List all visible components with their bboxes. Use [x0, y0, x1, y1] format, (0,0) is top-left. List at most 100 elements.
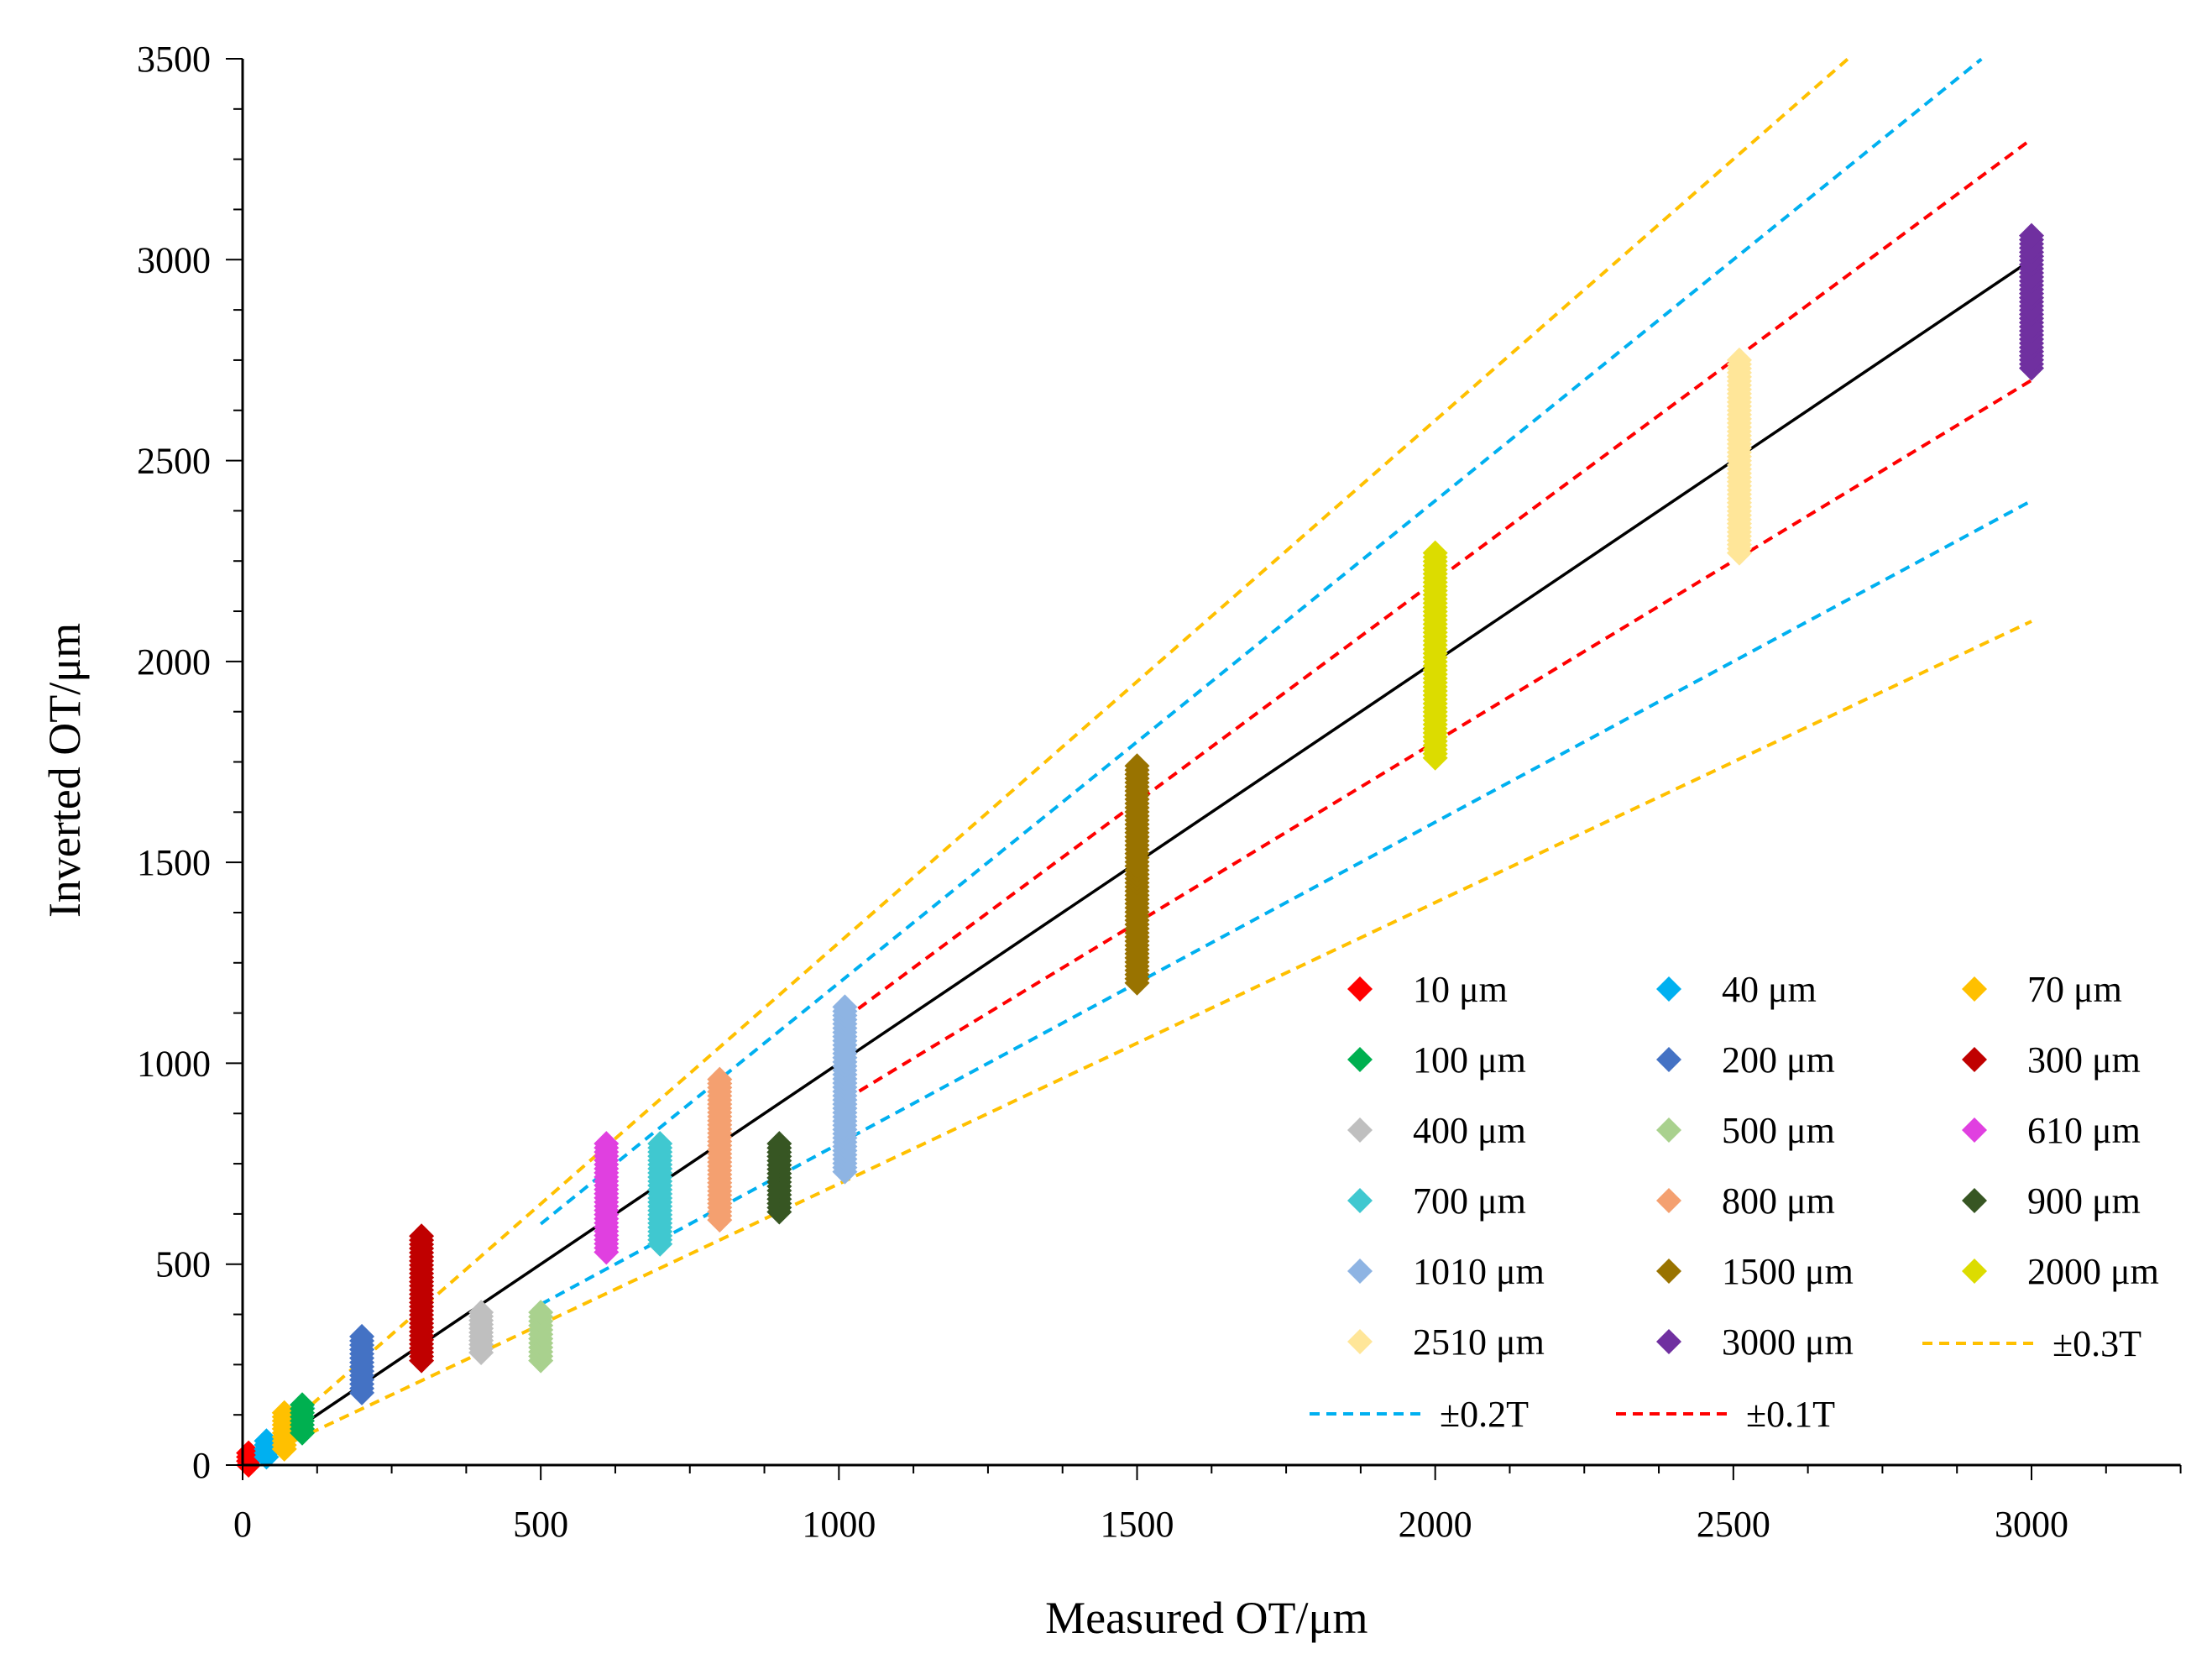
legend-label: 500 μm [1722, 1110, 1835, 1151]
legend-item: ±0.1T [1616, 1394, 1835, 1435]
series-800um [707, 1066, 733, 1233]
y-tick-label: 3000 [137, 239, 211, 280]
data-point [594, 1131, 620, 1157]
data-point [1726, 347, 1752, 373]
data-points-layer [236, 222, 2044, 1478]
legend-marker [1962, 976, 1987, 1002]
legend-label: 100 μm [1413, 1039, 1526, 1081]
y-tick-label: 2000 [137, 641, 211, 683]
series-1010um [832, 994, 858, 1185]
legend-item: 300 μm [1962, 1039, 2141, 1081]
data-point [349, 1323, 375, 1349]
data-point [2019, 222, 2044, 249]
legend-item: 100 μm [1347, 1039, 1526, 1081]
legend-item: 500 μm [1656, 1110, 1835, 1151]
data-point [647, 1131, 673, 1157]
legend-label: 700 μm [1413, 1180, 1526, 1222]
legend-label: 400 μm [1413, 1110, 1526, 1151]
legend-item: 10 μm [1347, 969, 1508, 1010]
legend-label: 2510 μm [1413, 1321, 1545, 1363]
legend-marker [1347, 976, 1373, 1002]
legend-label: 800 μm [1722, 1180, 1835, 1222]
legend-marker [1347, 1117, 1373, 1143]
y-tick-label: 2500 [137, 441, 211, 482]
legend-item: 40 μm [1656, 969, 1817, 1010]
legend-item: 3000 μm [1656, 1321, 1854, 1363]
series-1500um [1124, 753, 1150, 996]
x-ticks-layer: 0 500 1000 1500 2000 2500 3000 [233, 1465, 2182, 1545]
series-610um [594, 1131, 620, 1265]
series-300um [409, 1223, 435, 1374]
data-point [528, 1300, 554, 1326]
legend-item: 400 μm [1347, 1110, 1526, 1151]
legend-marker [1962, 1047, 1987, 1072]
series-500um [528, 1300, 554, 1374]
x-tick-label: 500 [513, 1504, 568, 1545]
data-point [1124, 753, 1150, 779]
data-point [409, 1223, 435, 1249]
y-tick-label: 3500 [137, 39, 211, 80]
legend-label: 10 μm [1413, 969, 1508, 1010]
legend-item: 70 μm [1962, 969, 2122, 1010]
y-ticks-layer: 0 500 1000 1500 2000 2500 3000 3500 [137, 39, 243, 1486]
legend-marker [1656, 1329, 1681, 1354]
data-point [254, 1428, 280, 1454]
x-tick-label: 0 [233, 1504, 252, 1545]
legend-label: 40 μm [1722, 969, 1817, 1010]
legend-marker [1656, 1047, 1681, 1072]
legend-label: 1010 μm [1413, 1251, 1545, 1292]
legend: 10 μm 40 μm 70 μm 100 μm 200 μm 300 μm 400 μm 5… [1310, 969, 2159, 1435]
y-axis-title: Inverted OT/μm [39, 623, 90, 918]
legend-item: 700 μm [1347, 1180, 1526, 1222]
x-tick-label: 1500 [1101, 1504, 1174, 1545]
legend-marker [1656, 976, 1681, 1002]
legend-marker [1656, 1188, 1681, 1213]
data-point [271, 1400, 297, 1426]
x-tick-label: 2000 [1399, 1504, 1472, 1545]
axes-layer [241, 59, 2181, 1467]
reference-line-0.2t [539, 57, 1983, 1226]
legend-label: 900 μm [2027, 1180, 2141, 1222]
series-2510um [1726, 347, 1752, 566]
legend-item: 200 μm [1656, 1039, 1835, 1081]
y-tick-label: 0 [192, 1445, 211, 1486]
legend-label: 1500 μm [1722, 1251, 1854, 1292]
y-tick-label: 500 [155, 1244, 211, 1285]
data-point [832, 994, 858, 1020]
legend-label: 200 μm [1722, 1039, 1835, 1081]
legend-label: 2000 μm [2027, 1251, 2159, 1292]
legend-marker [1962, 1188, 1987, 1213]
reference-line-0.3t [247, 55, 1851, 1462]
series-700um [647, 1131, 673, 1257]
series-40um [254, 1428, 280, 1470]
legend-item: 610 μm [1962, 1110, 2141, 1151]
legend-marker [1347, 1188, 1373, 1213]
legend-label: 3000 μm [1722, 1321, 1854, 1363]
legend-item: 2000 μm [1962, 1251, 2159, 1292]
legend-marker [1656, 1259, 1681, 1284]
legend-label: ±0.1T [1746, 1394, 1835, 1435]
legend-label: ±0.2T [1440, 1394, 1529, 1435]
y-tick-label: 1000 [137, 1043, 211, 1084]
legend-marker [1347, 1259, 1373, 1284]
data-point [468, 1300, 494, 1326]
legend-marker [1962, 1259, 1987, 1284]
legend-item: ±0.2T [1310, 1394, 1529, 1435]
legend-marker [1347, 1329, 1373, 1354]
data-point [290, 1392, 316, 1418]
x-tick-label: 3000 [1995, 1504, 2068, 1545]
series-400um [468, 1300, 494, 1365]
series-200um [349, 1323, 375, 1405]
legend-label: 300 μm [2027, 1039, 2141, 1081]
legend-item: 800 μm [1656, 1180, 1835, 1222]
reference-line-0.1t [844, 138, 2033, 1020]
legend-label: 70 μm [2027, 969, 2122, 1010]
legend-marker [1962, 1117, 1987, 1143]
legend-item: 2510 μm [1347, 1321, 1545, 1363]
legend-item: 1010 μm [1347, 1251, 1545, 1292]
reference-line-lower [540, 499, 2032, 1306]
legend-item: ±0.3T [1922, 1323, 2141, 1364]
legend-item: 1500 μm [1656, 1251, 1854, 1292]
legend-marker [1656, 1117, 1681, 1143]
